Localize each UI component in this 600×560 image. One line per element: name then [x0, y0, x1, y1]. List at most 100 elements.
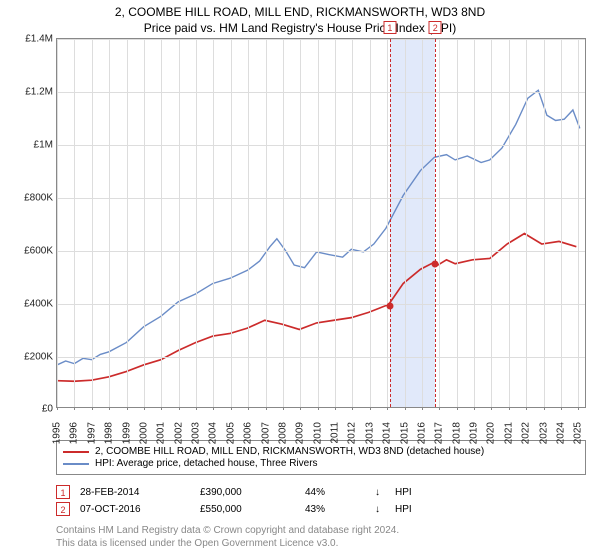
x-tickmark — [161, 407, 162, 410]
title-line-2: Price paid vs. HM Land Registry's House … — [0, 20, 600, 36]
gridline-h — [57, 39, 585, 40]
x-axis-label: 2016 — [416, 422, 427, 444]
gridline-h — [57, 251, 585, 252]
gridline-v — [109, 39, 110, 407]
x-axis-label: 2021 — [503, 422, 514, 444]
sale-marker-box: 1 — [56, 485, 70, 499]
x-axis-label: 2017 — [434, 422, 445, 444]
x-tickmark — [561, 407, 562, 410]
x-tickmark — [213, 407, 214, 410]
x-tickmark — [248, 407, 249, 410]
x-axis-label: 2023 — [538, 422, 549, 444]
gridline-v — [544, 39, 545, 407]
gridline-h — [57, 357, 585, 358]
gridline-v — [439, 39, 440, 407]
sale-price: £390,000 — [200, 487, 295, 498]
gridline-v — [405, 39, 406, 407]
x-axis-label: 2024 — [555, 422, 566, 444]
sale-vline — [390, 39, 391, 407]
x-axis-label: 2012 — [347, 422, 358, 444]
legend-label: HPI: Average price, detached house, Thre… — [95, 458, 318, 469]
x-tickmark — [92, 407, 93, 410]
sale-marker-box: 2 — [56, 502, 70, 516]
x-axis-label: 2007 — [260, 422, 271, 444]
legend: 2, COOMBE HILL ROAD, MILL END, RICKMANSW… — [56, 440, 586, 475]
x-tickmark — [57, 407, 58, 410]
gridline-v — [231, 39, 232, 407]
y-axis-label: £800K — [5, 192, 53, 203]
gridline-h — [57, 92, 585, 93]
sale-row: 1 28-FEB-2014 £390,000 44% ↓ HPI — [56, 485, 586, 499]
x-tickmark — [439, 407, 440, 410]
sale-point-marker — [386, 303, 393, 310]
sale-against: HPI — [395, 504, 412, 515]
gridline-v — [352, 39, 353, 407]
sale-pct: 43% — [305, 504, 365, 515]
x-tickmark — [231, 407, 232, 410]
sale-pct: 44% — [305, 487, 365, 498]
x-tickmark — [352, 407, 353, 410]
sale-marker-flag: 1 — [383, 21, 396, 34]
gridline-v — [127, 39, 128, 407]
x-tickmark — [109, 407, 110, 410]
x-axis-label: 2013 — [364, 422, 375, 444]
x-tickmark — [318, 407, 319, 410]
sale-vline — [435, 39, 436, 407]
gridline-v — [92, 39, 93, 407]
y-axis-label: £1.4M — [5, 34, 53, 45]
x-axis-label: 2009 — [295, 422, 306, 444]
y-axis-label: £200K — [5, 351, 53, 362]
gridline-v — [283, 39, 284, 407]
x-tickmark — [370, 407, 371, 410]
x-axis-label: 2001 — [156, 422, 167, 444]
x-axis-label: 2025 — [573, 422, 584, 444]
gridline-v — [509, 39, 510, 407]
legend-row: 2, COOMBE HILL ROAD, MILL END, RICKMANSW… — [63, 446, 579, 457]
x-axis-label: 2010 — [312, 422, 323, 444]
title-block: 2, COOMBE HILL ROAD, MILL END, RICKMANSW… — [0, 0, 600, 38]
y-axis-label: £400K — [5, 298, 53, 309]
gridline-v — [561, 39, 562, 407]
down-arrow-icon: ↓ — [375, 487, 385, 498]
x-axis-label: 2008 — [277, 422, 288, 444]
x-tickmark — [405, 407, 406, 410]
x-axis-label: 2003 — [191, 422, 202, 444]
x-axis-label: 1998 — [104, 422, 115, 444]
legend-swatch — [63, 451, 89, 453]
price-chart: £0£200K£400K£600K£800K£1M£1.2M£1.4M19951… — [56, 38, 586, 408]
gridline-v — [196, 39, 197, 407]
x-axis-label: 1999 — [121, 422, 132, 444]
gridline-h — [57, 198, 585, 199]
gridline-v — [491, 39, 492, 407]
gridline-v — [74, 39, 75, 407]
x-tickmark — [457, 407, 458, 410]
x-axis-label: 2002 — [173, 422, 184, 444]
gridline-v — [526, 39, 527, 407]
x-axis-label: 1996 — [69, 422, 80, 444]
x-tickmark — [509, 407, 510, 410]
gridline-v — [161, 39, 162, 407]
gridline-v — [370, 39, 371, 407]
chart-svg — [57, 39, 585, 407]
x-tickmark — [283, 407, 284, 410]
sale-price: £550,000 — [200, 504, 295, 515]
x-tickmark — [74, 407, 75, 410]
sale-point-marker — [432, 261, 439, 268]
x-axis-label: 2011 — [330, 422, 341, 444]
x-axis-label: 2000 — [138, 422, 149, 444]
copyright-line: Contains HM Land Registry data © Crown c… — [56, 524, 586, 537]
gridline-v — [179, 39, 180, 407]
down-arrow-icon: ↓ — [375, 504, 385, 515]
gridline-v — [422, 39, 423, 407]
x-axis-label: 2015 — [399, 422, 410, 444]
gridline-v — [335, 39, 336, 407]
legend-row: HPI: Average price, detached house, Thre… — [63, 458, 579, 469]
gridline-v — [144, 39, 145, 407]
x-tickmark — [578, 407, 579, 410]
sale-row: 2 07-OCT-2016 £550,000 43% ↓ HPI — [56, 502, 586, 516]
y-axis-label: £0 — [5, 404, 53, 415]
x-axis-label: 2014 — [382, 422, 393, 444]
gridline-v — [57, 39, 58, 407]
x-tickmark — [144, 407, 145, 410]
title-line-1: 2, COOMBE HILL ROAD, MILL END, RICKMANSW… — [0, 4, 600, 20]
